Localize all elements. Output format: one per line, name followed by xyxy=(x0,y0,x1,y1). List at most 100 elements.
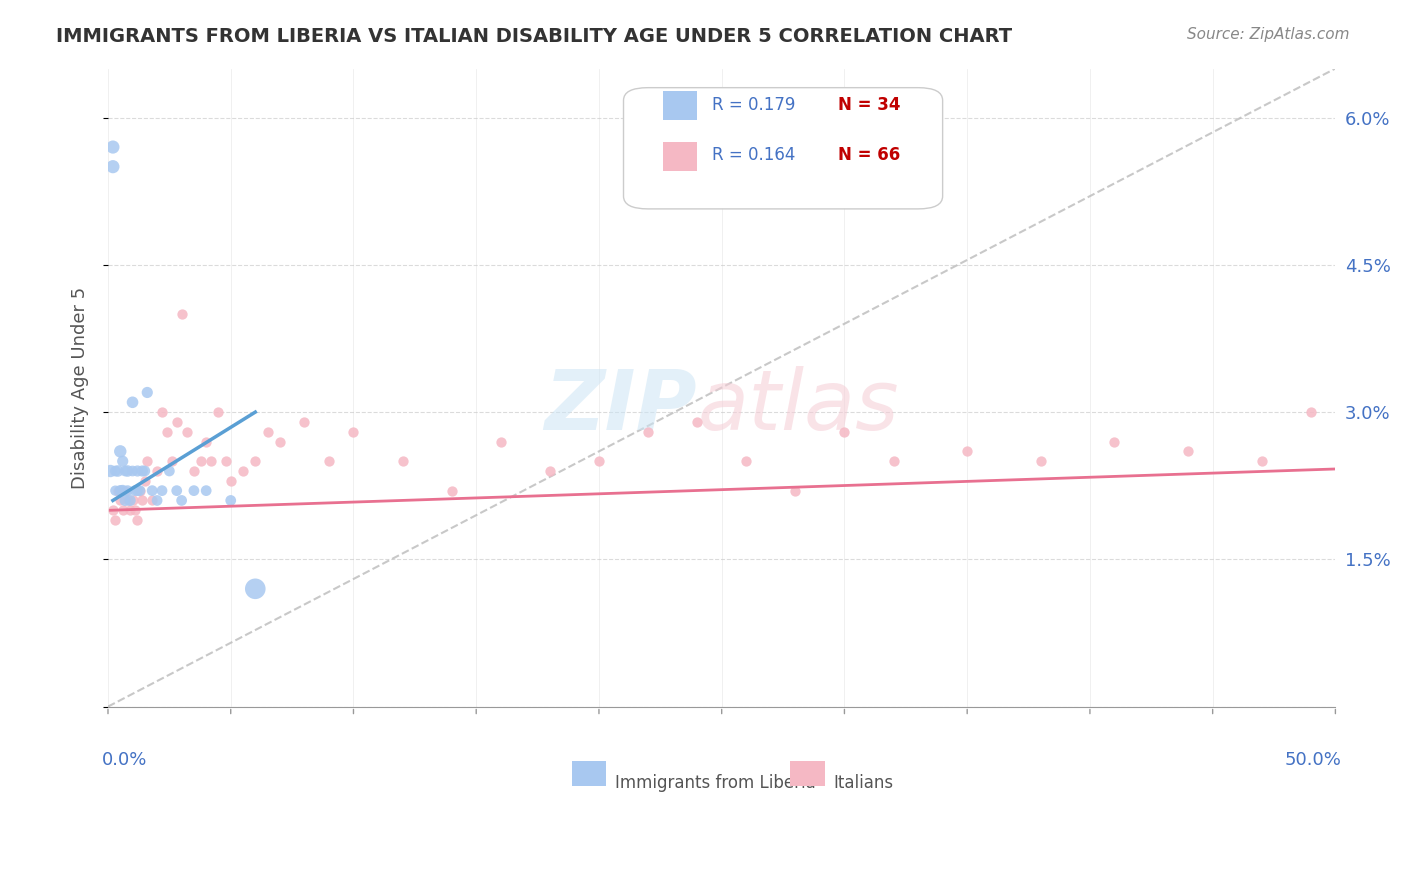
Point xyxy=(101,140,124,154)
Point xyxy=(121,395,143,409)
Point xyxy=(538,464,561,478)
Text: IMMIGRANTS FROM LIBERIA VS ITALIAN DISABILITY AGE UNDER 5 CORRELATION CHART: IMMIGRANTS FROM LIBERIA VS ITALIAN DISAB… xyxy=(56,27,1012,45)
Point xyxy=(110,444,132,458)
Point xyxy=(124,483,146,498)
Point xyxy=(232,464,254,478)
Text: ZIP: ZIP xyxy=(544,367,697,447)
FancyBboxPatch shape xyxy=(662,142,697,170)
Point xyxy=(256,425,278,439)
Point xyxy=(150,483,173,498)
Point xyxy=(120,503,142,517)
Point xyxy=(195,434,218,449)
Point xyxy=(219,493,242,508)
Point xyxy=(391,454,413,468)
Point xyxy=(150,405,173,419)
Point xyxy=(114,483,136,498)
Text: Italians: Italians xyxy=(834,773,894,791)
Point xyxy=(141,493,163,508)
Text: atlas: atlas xyxy=(697,367,898,447)
FancyBboxPatch shape xyxy=(572,761,606,787)
Point xyxy=(440,483,463,498)
Point xyxy=(107,464,129,478)
FancyBboxPatch shape xyxy=(790,761,825,787)
Point xyxy=(104,483,127,498)
Point xyxy=(1348,454,1371,468)
Point xyxy=(834,425,856,439)
Point xyxy=(111,503,134,517)
Point xyxy=(207,405,229,419)
Point xyxy=(170,307,193,321)
Y-axis label: Disability Age Under 5: Disability Age Under 5 xyxy=(72,286,89,489)
Point xyxy=(101,503,124,517)
Point xyxy=(735,454,758,468)
Point xyxy=(489,434,512,449)
Point xyxy=(111,483,134,498)
Point xyxy=(588,454,610,468)
Text: N = 34: N = 34 xyxy=(838,96,901,114)
Point xyxy=(176,425,198,439)
Point xyxy=(117,483,139,498)
Point xyxy=(245,582,267,596)
Point xyxy=(121,464,143,478)
Point xyxy=(1029,454,1052,468)
Point xyxy=(200,454,222,468)
Point xyxy=(1104,434,1126,449)
Point xyxy=(190,454,212,468)
Point xyxy=(127,513,149,527)
Point xyxy=(686,415,709,429)
Point xyxy=(117,493,139,508)
Point xyxy=(129,483,152,498)
Point xyxy=(1250,454,1272,468)
Point xyxy=(166,483,188,498)
Point xyxy=(127,483,149,498)
Point xyxy=(292,415,315,429)
Text: Source: ZipAtlas.com: Source: ZipAtlas.com xyxy=(1187,27,1350,42)
Point xyxy=(183,464,205,478)
Point xyxy=(104,464,127,478)
Point xyxy=(131,464,153,478)
Point xyxy=(100,464,122,478)
Point xyxy=(219,474,242,488)
Point xyxy=(104,513,127,527)
Point xyxy=(111,454,134,468)
Point xyxy=(110,493,132,508)
Point xyxy=(127,464,149,478)
Point xyxy=(215,454,238,468)
Point xyxy=(146,464,169,478)
Point xyxy=(146,493,169,508)
Text: 50.0%: 50.0% xyxy=(1285,751,1341,769)
Point xyxy=(124,503,146,517)
Point xyxy=(1177,444,1199,458)
Point xyxy=(110,483,132,498)
Point xyxy=(114,464,136,478)
FancyBboxPatch shape xyxy=(623,87,942,209)
Point xyxy=(117,464,139,478)
Point xyxy=(136,454,159,468)
Point xyxy=(134,464,156,478)
Point xyxy=(141,483,163,498)
Point xyxy=(318,454,340,468)
Text: R = 0.179: R = 0.179 xyxy=(711,96,796,114)
Text: N = 66: N = 66 xyxy=(838,145,901,163)
Point xyxy=(134,474,156,488)
Point xyxy=(1299,405,1322,419)
Point xyxy=(342,425,364,439)
Point xyxy=(101,160,124,174)
Point xyxy=(195,483,218,498)
Point xyxy=(269,434,291,449)
Point xyxy=(883,454,905,468)
FancyBboxPatch shape xyxy=(662,91,697,120)
Point xyxy=(120,493,142,508)
Point xyxy=(245,454,267,468)
Point xyxy=(637,425,659,439)
Point xyxy=(160,454,183,468)
Point xyxy=(156,425,179,439)
Point xyxy=(183,483,205,498)
Point xyxy=(136,385,159,400)
Point xyxy=(785,483,807,498)
Text: R = 0.164: R = 0.164 xyxy=(711,145,796,163)
Point xyxy=(114,493,136,508)
Point xyxy=(157,464,180,478)
Point xyxy=(129,483,152,498)
Point xyxy=(166,415,188,429)
